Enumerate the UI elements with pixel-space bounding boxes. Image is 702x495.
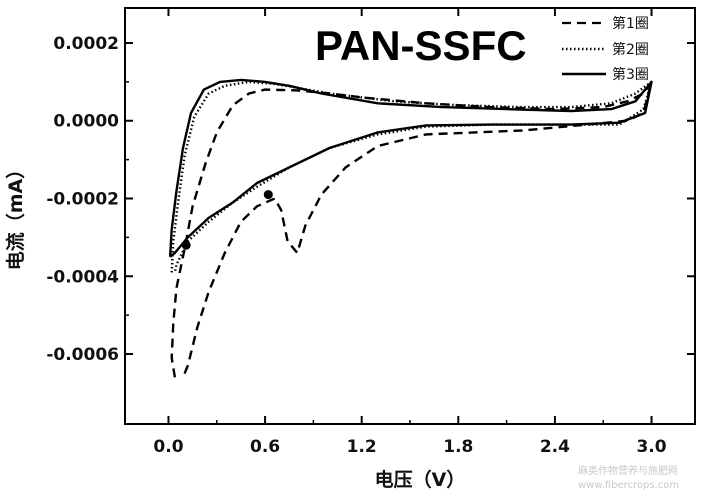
watermark-line-2: www.fibercrops.com (578, 480, 679, 491)
y-tick-label: -0.0004 (46, 267, 119, 287)
x-tick-label: 2.4 (540, 437, 570, 457)
x-tick-label: 1.2 (347, 437, 377, 457)
y-tick-label: 0.0002 (53, 34, 119, 54)
legend-label-cycle-3: 第3圈 (612, 66, 649, 83)
series-line-cycle-3 (168, 78, 653, 258)
legend-label-cycle-1: 第1圈 (612, 15, 649, 32)
series-line-cycle-2 (170, 80, 653, 273)
x-tick-label: 0.6 (250, 437, 280, 457)
series-line-cycle-1 (170, 80, 653, 378)
x-tick-label: 0.0 (153, 437, 183, 457)
y-axis-ticks: 0.0002 0.0000 -0.0002 -0.0004 -0.0006 (46, 34, 695, 365)
y-tick-label: -0.0002 (46, 190, 119, 210)
series-layer (168, 78, 653, 378)
x-tick-label: 1.8 (443, 437, 473, 457)
x-axis-title: 电压（V） (375, 468, 466, 491)
y-tick-label: 0.0000 (53, 112, 119, 132)
chart-title: PAN-SSFC (315, 22, 527, 69)
data-marker (263, 190, 273, 200)
y-axis-title: 电流（mA） (4, 160, 27, 271)
y-tick-label: -0.0006 (46, 345, 119, 365)
legend-label-cycle-2: 第2圈 (612, 41, 649, 58)
legend: 第1圈 第2圈 第3圈 (562, 15, 649, 83)
data-marker (181, 240, 191, 250)
watermark-line-1: 麻类作物营养与施肥网 (578, 464, 678, 477)
x-axis-ticks: 0.0 0.6 1.2 1.8 2.4 3.0 (153, 8, 667, 457)
marker-layer (181, 190, 273, 250)
x-tick-label: 3.0 (636, 437, 666, 457)
